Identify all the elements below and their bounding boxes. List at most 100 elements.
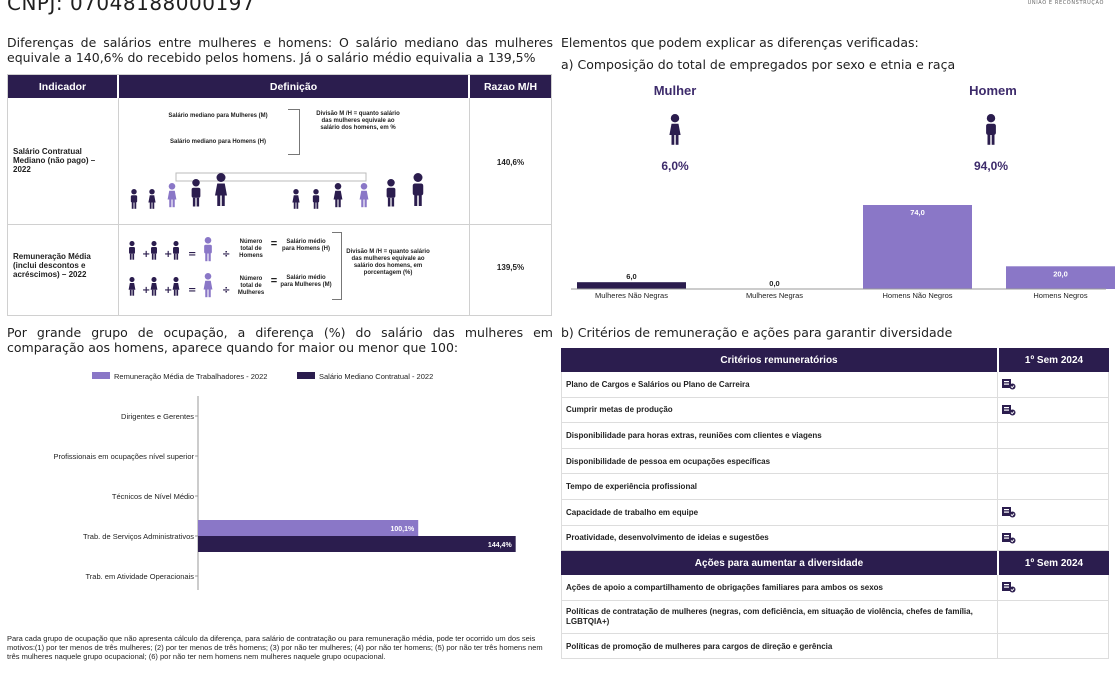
person-icon	[167, 183, 177, 208]
person-icon	[359, 183, 369, 208]
criteria-row: Proatividade, desenvolvimento de ideias …	[561, 525, 1109, 552]
intro-text: Diferenças de salários entre mulheres e …	[7, 35, 553, 65]
criteria-row: Disponibilidade para horas extras, reuni…	[561, 423, 1109, 449]
person-icon	[150, 277, 158, 296]
category-label: Mulheres Não Negras	[595, 291, 668, 300]
ratio-median: 140,6%	[496, 158, 525, 167]
composition-chart: Mulher Homem 6,0% 94,0% 6,0 Mulheres Não Negr…	[571, 83, 1115, 300]
bar-value-label: 20,0	[1053, 269, 1068, 278]
bar-value-label: 6,0	[626, 272, 636, 281]
person-icon	[173, 241, 179, 260]
salary-table: Indicador Definição Razao M/H Salário Co…	[7, 74, 552, 316]
criteria-status	[998, 474, 1108, 499]
category-label: Trab. de Serviços Administrativos	[83, 532, 194, 541]
action-label: Ações de apoio a compartilhamento de obr…	[562, 575, 998, 600]
cnpj-label: CNPJ: 07048188000197	[7, 0, 256, 15]
criteria-label: Disponibilidade para horas extras, reuni…	[562, 423, 998, 448]
category-label: Dirigentes e Gerentes	[121, 412, 194, 421]
bar	[198, 520, 419, 536]
check-icon	[1002, 379, 1016, 390]
equals-sign: =	[270, 275, 278, 287]
legend-label: Salário Mediano Contratual - 2022	[319, 372, 433, 381]
division-median: Divisão M /H = quanto salário das mulher…	[316, 111, 400, 131]
person-icon	[412, 173, 424, 206]
indicator-median: Salário Contratual Mediano (não pago) – …	[13, 147, 96, 174]
actions-semester-header: 1º Sem 2024	[999, 551, 1109, 576]
person-icon	[203, 273, 213, 298]
man-icon	[986, 114, 996, 145]
legend-swatch	[297, 372, 315, 379]
criteria-label: Tempo de experiência profissional	[562, 474, 998, 499]
criteria-label: Cumprir metas de produção	[562, 397, 998, 423]
equals-sign: =	[188, 249, 196, 260]
ratio-average: 139,5%	[496, 263, 525, 272]
check-icon	[1002, 404, 1016, 416]
action-label: Políticas de contratação de mulheres (ne…	[562, 600, 998, 633]
footnote: Para cada grupo de ocupação que não apre…	[7, 634, 543, 661]
action-row: Ações de apoio a compartilhamento de obr…	[561, 575, 1109, 601]
category-label: Homens Negros	[1033, 291, 1087, 300]
criteria-status	[998, 526, 1108, 551]
person-icon	[333, 183, 343, 208]
person-icon	[191, 179, 201, 207]
divide-sign: ÷	[222, 285, 230, 296]
action-status	[998, 601, 1108, 633]
category-label: Técnicos de Nível Médio	[112, 492, 194, 501]
men-summary-pct: 94,0%	[974, 159, 1008, 173]
num-women: Número total de Mulheres	[237, 276, 265, 296]
action-row: Políticas de promoção de mulheres para c…	[561, 633, 1109, 660]
criteria-title: b) Critérios de remuneração e ações para…	[561, 325, 953, 340]
person-icon	[151, 241, 157, 260]
person-icon	[128, 277, 136, 296]
num-men: Número total de Homens	[239, 239, 263, 259]
person-icon	[129, 241, 135, 260]
bar-value-label: 100,1%	[390, 526, 415, 533]
category-label: Mulheres Negras	[746, 291, 803, 300]
criteria-header: Critérios remuneratórios	[561, 348, 997, 372]
occupation-title: Por grande grupo de ocupação, a diferenç…	[7, 325, 553, 355]
action-status	[998, 575, 1108, 600]
women-summary-label: Mulher	[654, 83, 697, 98]
category-label: Homens Não Negros	[882, 291, 952, 300]
division-average: Divisão M /H = quanto salário das mulher…	[346, 249, 430, 276]
equals-sign: =	[188, 285, 196, 296]
person-icon	[172, 277, 180, 296]
check-icon	[1002, 507, 1016, 518]
check-icon	[1002, 582, 1016, 593]
criteria-row: Tempo de experiência profissional	[561, 474, 1109, 500]
category-label: Profissionais em ocupações nível superio…	[54, 452, 195, 461]
person-icon	[148, 189, 156, 209]
criteria-label: Proatividade, desenvolvimento de ideias …	[562, 525, 998, 551]
bar	[863, 205, 972, 289]
average-formula-figures: + + = ÷ + + = ÷	[128, 237, 230, 298]
def-women-median: Salário mediano para Mulheres (M)	[168, 113, 268, 119]
divide-sign: ÷	[222, 249, 230, 260]
criteria-row: Cumprir metas de produção	[561, 397, 1109, 424]
legend-label: Remuneração Média de Trabalhadores - 202…	[114, 372, 267, 381]
def-men-median: Salário mediano para Homens (H)	[169, 139, 267, 145]
criteria-row: Capacidade de trabalho em equipe	[561, 499, 1109, 526]
action-status	[998, 634, 1108, 659]
category-label: Trab. em Atividade Operacionais	[85, 572, 194, 581]
person-icon	[312, 189, 320, 209]
bar	[1006, 266, 1115, 289]
criteria-label: Capacidade de trabalho em equipe	[562, 499, 998, 525]
bar	[198, 536, 516, 552]
action-label: Políticas de promoção de mulheres para c…	[562, 633, 998, 659]
criteria-status	[998, 449, 1108, 474]
action-row: Políticas de contratação de mulheres (ne…	[561, 600, 1109, 634]
bar-value-label: 74,0	[910, 208, 925, 217]
criteria-label: Disponibilidade de pessoa em ocupações e…	[562, 448, 998, 474]
occupation-chart: Remuneração Média de Trabalhadores - 202…	[54, 372, 516, 590]
criteria-label: Plano de Cargos e Salários ou Plano de C…	[562, 372, 998, 397]
person-icon	[215, 173, 227, 206]
person-icon	[386, 179, 396, 207]
check-icon	[1002, 532, 1016, 544]
men-summary-label: Homem	[969, 83, 1017, 98]
criteria-row: Plano de Cargos e Salários ou Plano de C…	[561, 372, 1109, 398]
criteria-status	[998, 372, 1108, 397]
avg-women: Salário médio para Mulheres (M)	[280, 275, 332, 288]
person-icon	[292, 189, 300, 209]
bar-value-label: 0,0	[769, 279, 779, 288]
criteria-row: Disponibilidade de pessoa em ocupações e…	[561, 448, 1109, 475]
